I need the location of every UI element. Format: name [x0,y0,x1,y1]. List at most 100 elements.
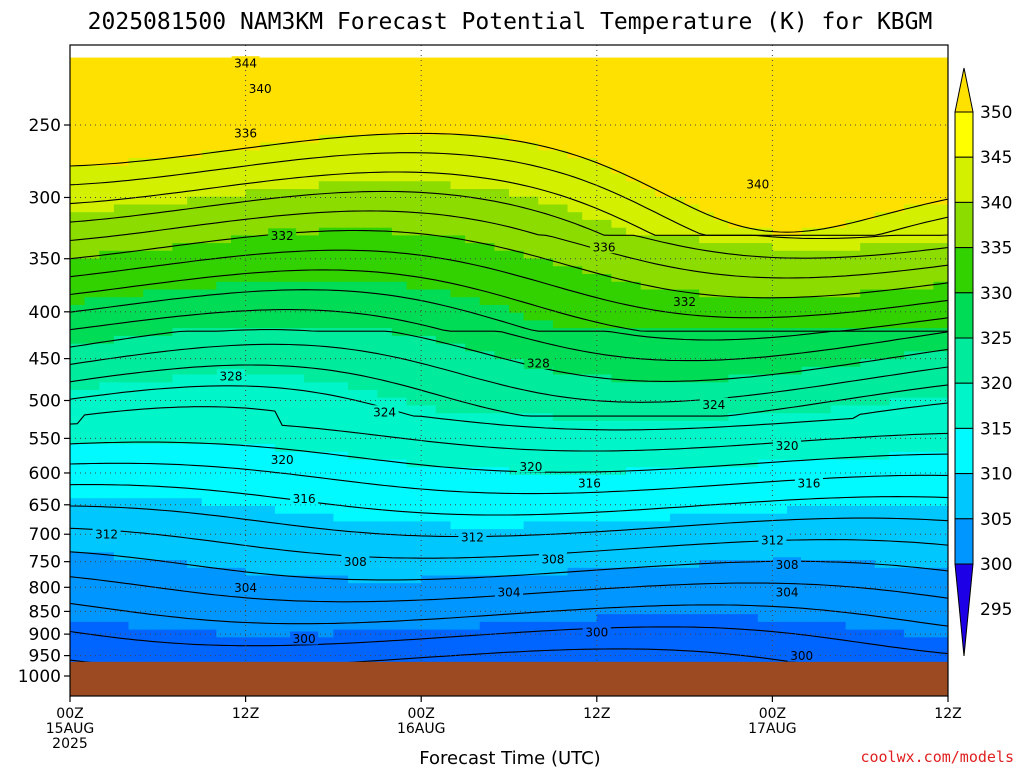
contour-label-bg [575,475,604,489]
contour-label-bg [794,475,823,489]
colorbar: 350 345 340 335 330 325 320 315 310 305 300 295 [954,67,1012,657]
contour-label-bg [582,624,611,638]
contour-label-bg [773,557,802,571]
contour-label: 304 [498,586,521,600]
contour-line [70,441,948,473]
contour-label: 308 [541,552,564,566]
contour-label-bg [743,176,772,190]
y-axis: 250 300 350 400 450 500 550 600 650 700 750 800 850 9… [18,116,70,687]
contour-line [70,626,948,655]
contour-label-bg [231,580,260,594]
contour-label-bg [458,530,487,544]
contour-label: 312 [761,533,784,547]
contour-line [70,343,948,403]
y-tick-label: 950 [29,647,61,667]
y-tick-label: 1000 [18,667,61,687]
contour-label: 300 [293,632,316,646]
y-tick-label: 650 [29,496,61,516]
contour-label: 328 [527,357,550,371]
contour-label: 316 [798,476,821,490]
contour-line [70,171,948,240]
contour-line [70,132,948,233]
contour-label: 320 [519,460,542,474]
colorbar-swatch [954,247,974,294]
contour-line [70,406,948,452]
contour-label: 344 [234,57,257,71]
contour-line [70,385,948,431]
contour-label-bg [670,294,699,308]
contour-label: 340 [249,82,272,96]
contour-line [70,289,948,341]
contour-label-bg [268,452,297,466]
contour-line [70,551,948,581]
x-tick-label: 12Z [583,706,610,722]
contour-label: 304 [776,586,799,600]
contour-label-bg [516,459,545,473]
colorbar-swatch [954,518,974,565]
contour-line [70,364,948,417]
contour-line [70,505,948,538]
contour-label-bg [290,491,319,505]
contour-label-bg [773,585,802,599]
colorbar-label: 320 [980,374,1012,394]
colorbar-label: 330 [980,284,1012,304]
contour-label-bg [341,554,370,568]
x-tick-label: 17AUG [748,721,797,737]
colorbar-label: 300 [980,555,1012,575]
contour-label-bg [92,527,121,541]
contour-line [70,190,948,259]
contour-line [70,249,948,319]
colorbar-swatch [954,201,974,249]
colorbar-swatch [954,111,974,158]
contour-label-bg [231,56,260,70]
contour-label-bg [538,551,567,565]
contour-label: 324 [373,406,396,420]
contour-label: 312 [95,528,118,542]
contour-label-bg [773,438,802,452]
contour-label-bg [231,125,260,139]
contour-label: 308 [344,555,367,569]
colorbar-swatch [954,156,974,203]
credit-text: coolwx.com/models [860,748,1014,766]
contour-label-bg [370,405,399,419]
contour-label: 320 [271,453,294,467]
x-tick-label: 00Z [759,706,786,722]
contour-label: 340 [746,177,769,191]
colorbar-label: 315 [980,419,1012,439]
contour-label-bg [787,648,816,662]
x-axis-label: Forecast Time (UTC) [419,748,600,768]
colorbar-bottom-arrow [954,563,974,657]
contour-label-bg [268,228,297,242]
contour-label: 316 [578,476,601,490]
y-tick-label: 250 [29,116,61,136]
x-tick-label: 12Z [934,706,961,722]
colorbar-label: 295 [980,600,1012,620]
y-tick-label: 800 [29,578,61,598]
contour-label: 320 [776,439,799,453]
plot-area: 344 340 336 332 328 324 320 316 312 308 304 300 328 3… [69,44,949,697]
contour-line [70,210,948,279]
contour-label: 336 [593,241,616,255]
y-tick-label: 400 [29,303,61,323]
ground-layer [70,661,948,696]
y-tick-label: 850 [29,602,61,622]
contour-label: 332 [673,295,696,309]
y-tick-label: 350 [29,250,61,270]
y-tick-label: 300 [29,188,61,208]
contour-label: 328 [220,369,243,383]
contour-line [70,527,948,559]
colorbar-swatch [954,427,974,475]
colorbar-label: 325 [980,329,1012,349]
contour-label: 332 [271,229,294,243]
contour-label-bg [216,368,245,382]
contour-line [70,329,948,382]
contour-line [70,269,948,332]
contour-label-bg [524,356,553,370]
plot-frame [69,44,949,697]
x-tick-label: 00Z [56,706,83,722]
contour-line [70,484,948,516]
contour-label-bg [699,397,728,411]
contour-label: 312 [461,531,484,545]
chart-title: 2025081500 NAM3KM Forecast Potential Tem… [88,9,933,35]
